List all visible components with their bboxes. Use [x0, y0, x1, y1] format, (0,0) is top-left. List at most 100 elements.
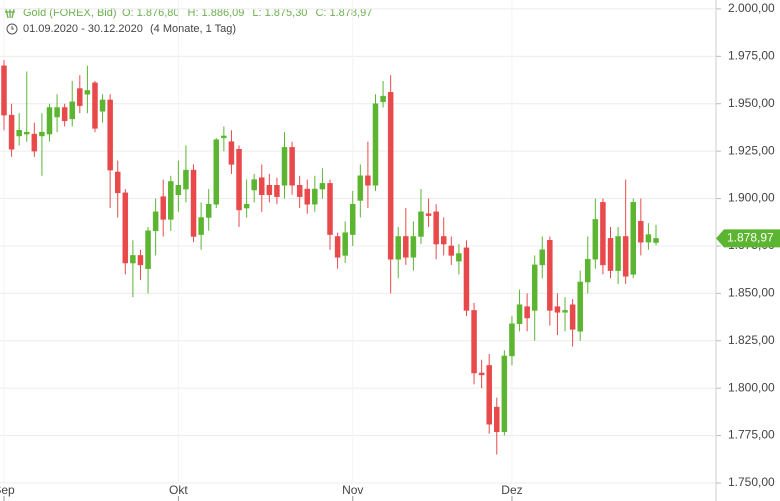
candle-body [456, 253, 462, 262]
y-tick-label: 1.750,00 [728, 475, 775, 489]
candle-body [168, 181, 174, 220]
y-tick-label: 1.975,00 [728, 48, 775, 62]
candle-body [463, 247, 470, 311]
candle-body [23, 131, 30, 135]
y-tick-label: 1.850,00 [728, 286, 775, 300]
ohlc-value: H: 1.886,09 [188, 7, 245, 19]
x-tick-label: Okt [169, 483, 188, 497]
candle-body [327, 183, 333, 235]
candle-body [160, 196, 166, 220]
candle-body [251, 179, 257, 191]
candle-body [296, 185, 303, 197]
candle-body [77, 88, 83, 106]
candle-body [205, 203, 212, 218]
candle-body [607, 238, 614, 271]
candle-body [304, 188, 311, 205]
y-tick-label: 1.800,00 [728, 380, 775, 394]
candle-body [221, 135, 227, 139]
y-tick-label: 1.900,00 [728, 191, 775, 205]
y-tick-label: 1.825,00 [728, 333, 775, 347]
candle-body [638, 221, 644, 243]
candle-body [380, 95, 386, 103]
candle-body [653, 238, 659, 243]
clock-hands [11, 26, 14, 30]
candle-body [46, 107, 53, 135]
candle-body [31, 133, 38, 152]
candle-body [107, 99, 113, 171]
ohlc-value: C: 1.878,97 [315, 7, 372, 19]
candle-body [190, 169, 197, 237]
ohlc-value: O: 1.876,80 [122, 7, 180, 19]
candle-body [99, 99, 106, 112]
candle-body [137, 255, 144, 266]
candle-body [243, 203, 250, 209]
candle-body [84, 90, 91, 95]
candle-body [130, 255, 136, 264]
candle-body [403, 236, 409, 258]
candle-body [183, 169, 189, 190]
candle-body [410, 236, 417, 258]
candle-body [312, 188, 318, 205]
candle-body [1, 65, 7, 116]
candle-body [592, 219, 599, 260]
candle-body [198, 217, 204, 235]
candle-body [175, 185, 182, 195]
candle-body [395, 236, 401, 260]
candle-body [122, 192, 129, 264]
candle-body [266, 185, 273, 195]
y-tick-label: 1.950,00 [728, 96, 775, 110]
candle-body [213, 139, 220, 205]
candle-body [289, 147, 295, 186]
ohlc-value: L: 1.875,30 [252, 7, 307, 19]
candle-body [645, 234, 652, 243]
price-tag [716, 229, 780, 248]
candle-body [69, 101, 75, 120]
x-tick-label: Sep [0, 483, 15, 497]
candle-body [425, 213, 432, 216]
candle-body [39, 131, 45, 137]
candle-body [61, 107, 68, 122]
candle-body [349, 203, 356, 235]
candle-body [418, 211, 424, 237]
candle-body [554, 306, 561, 313]
candle-body [274, 185, 280, 197]
candle-body [600, 202, 606, 266]
candle-body [387, 92, 394, 260]
candle-body [501, 355, 508, 433]
candle-body [440, 236, 447, 245]
candle-body [448, 245, 455, 256]
candle-body [8, 114, 15, 150]
candle-body [16, 130, 22, 137]
candle-body [281, 147, 288, 186]
candle-body [630, 202, 637, 275]
candle-body [372, 103, 379, 186]
candle-body [585, 258, 591, 283]
interval: (4 Monate, 1 Tag) [150, 23, 236, 35]
candle-body [114, 171, 121, 194]
candle-body [562, 310, 568, 313]
header: Gold (FOREX, Bid) O: 1.876,80 H: 1.886,09… [5, 7, 372, 35]
candle-body [236, 148, 242, 211]
candle-body [342, 232, 348, 256]
candle-body [478, 372, 485, 376]
candle-body [54, 107, 60, 118]
candle-body [319, 183, 326, 190]
x-tick-label: Dez [501, 483, 522, 497]
candle-body [259, 177, 265, 195]
candle-body [494, 406, 500, 433]
instrument-title: Gold (FOREX, Bid) [23, 7, 117, 19]
clock-icon [6, 23, 18, 35]
candle-body [145, 230, 151, 269]
candle-body [524, 306, 530, 319]
candle-body [92, 82, 98, 129]
y-tick-label: 1.775,00 [728, 428, 775, 442]
x-tick-label: Nov [342, 483, 363, 497]
candle-body [539, 249, 546, 266]
candle-body [615, 236, 621, 271]
candle-body [531, 264, 538, 311]
gold-icon [5, 8, 15, 19]
period: 01.09.2020 - 30.12.2020 [23, 23, 143, 35]
y-tick-label: 2.000,00 [728, 1, 775, 15]
candle-body [433, 211, 439, 245]
